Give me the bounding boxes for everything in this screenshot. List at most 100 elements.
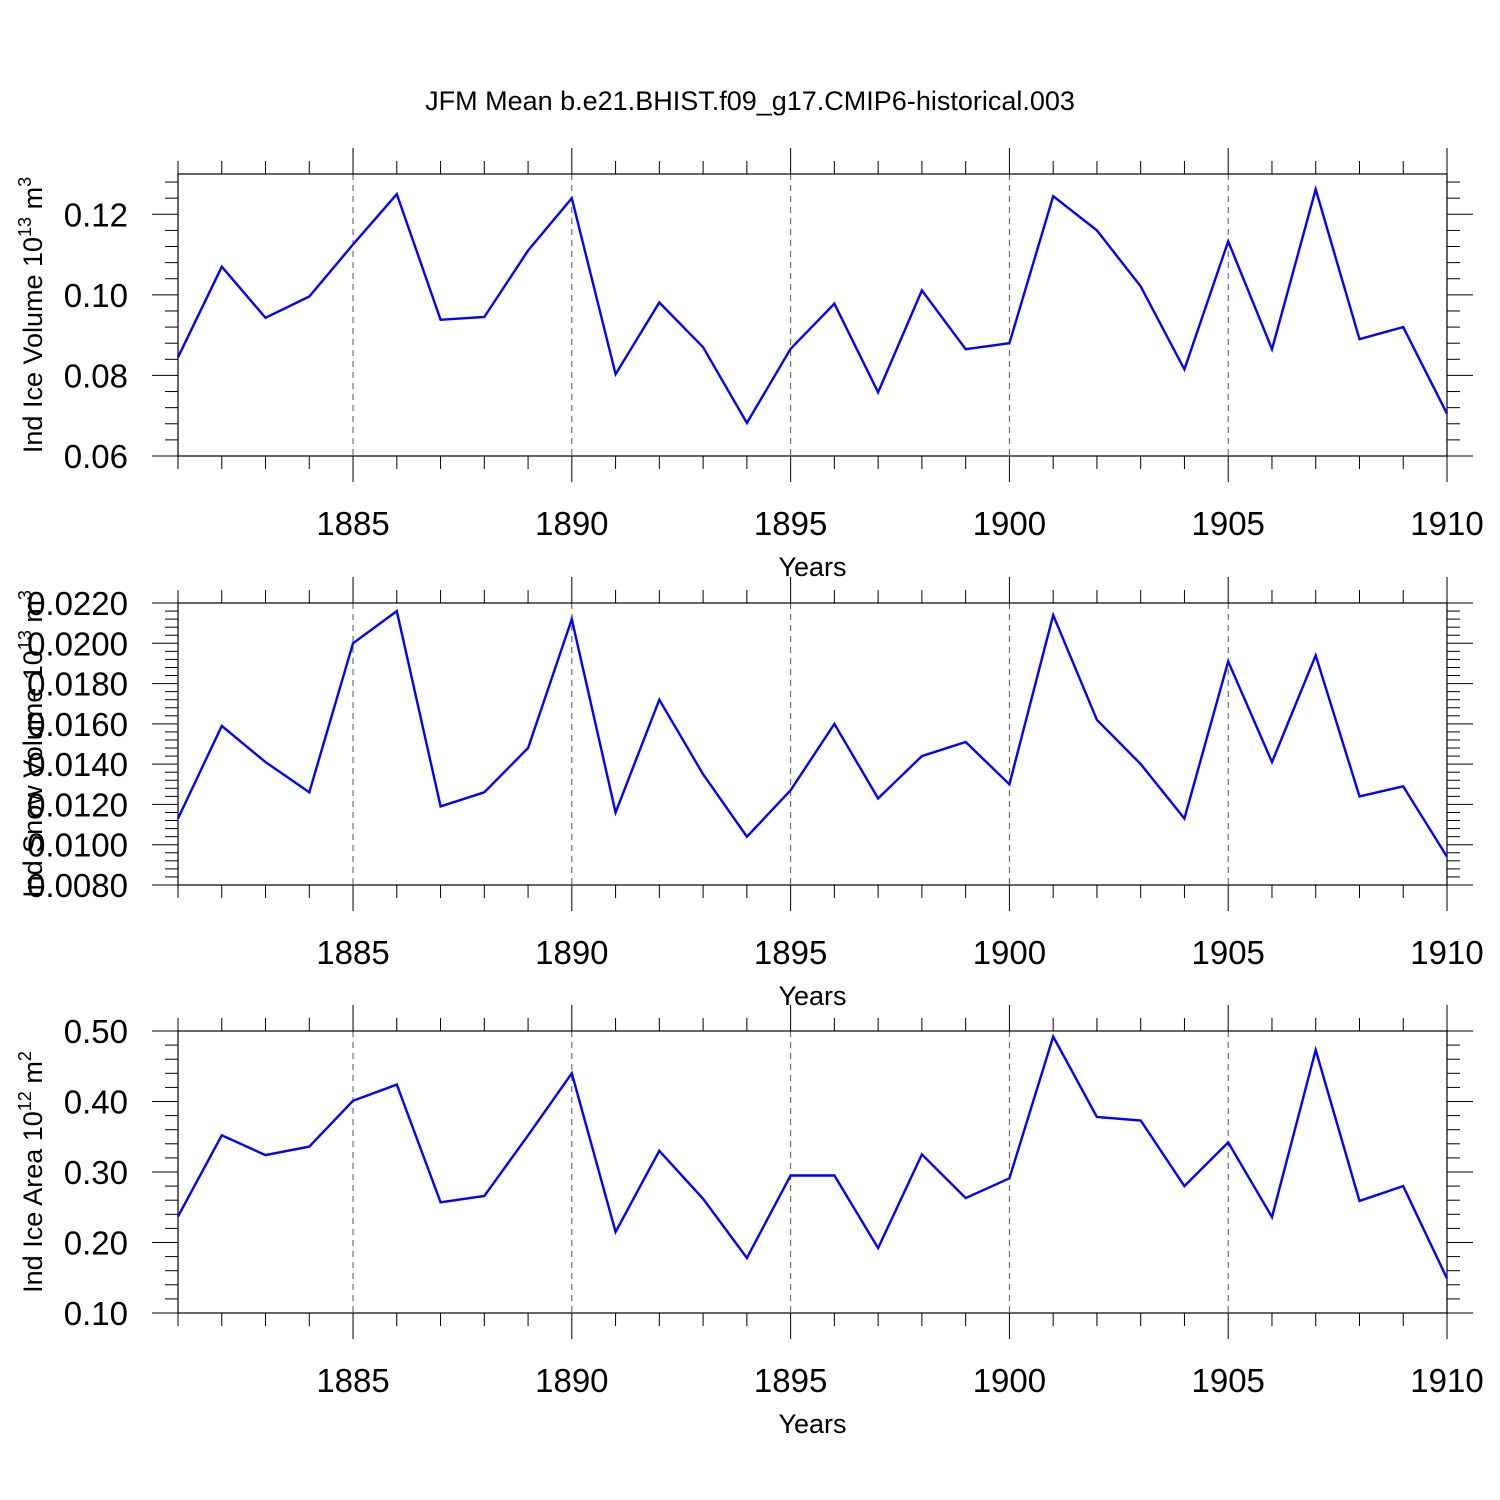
data-point bbox=[307, 790, 311, 794]
data-point bbox=[876, 390, 880, 394]
x-tick-label: 1890 bbox=[535, 505, 608, 542]
data-point bbox=[1270, 760, 1274, 764]
x-tick-label: 1910 bbox=[1410, 1362, 1483, 1399]
data-point bbox=[657, 698, 661, 702]
x-tick-label: 1885 bbox=[316, 505, 389, 542]
data-point bbox=[964, 347, 968, 351]
data-point bbox=[1314, 653, 1318, 657]
x-axis-title: Years bbox=[778, 981, 846, 1011]
y-tick-label: 0.30 bbox=[64, 1154, 128, 1191]
data-point bbox=[832, 722, 836, 726]
data-point bbox=[264, 760, 268, 764]
data-point bbox=[1270, 1215, 1274, 1219]
data-point bbox=[482, 1194, 486, 1198]
data-point bbox=[526, 249, 530, 253]
data-point bbox=[264, 316, 268, 320]
data-point bbox=[920, 1152, 924, 1156]
data-point bbox=[1445, 412, 1449, 416]
data-point bbox=[1182, 1184, 1186, 1188]
data-point bbox=[526, 746, 530, 750]
data-point bbox=[1226, 239, 1230, 243]
data-point bbox=[1007, 782, 1011, 786]
plot-frame bbox=[177, 1030, 1448, 1314]
data-point bbox=[220, 1133, 224, 1137]
y-tick-label: 0.0080 bbox=[27, 867, 128, 904]
series-line bbox=[176, 184, 1449, 426]
y-tick-label: 0.10 bbox=[64, 1295, 128, 1332]
data-point bbox=[789, 1174, 793, 1178]
data-point bbox=[570, 196, 574, 200]
data-point bbox=[1051, 194, 1055, 198]
x-tick-label: 1885 bbox=[316, 1362, 389, 1399]
data-point bbox=[920, 288, 924, 292]
data-point bbox=[964, 1196, 968, 1200]
data-point bbox=[1095, 1115, 1099, 1119]
data-point bbox=[1314, 187, 1318, 191]
data-point bbox=[745, 835, 749, 839]
data-point bbox=[1401, 784, 1405, 788]
data-point bbox=[614, 372, 618, 376]
series-line bbox=[176, 609, 1449, 858]
data-point bbox=[395, 609, 399, 613]
data-point bbox=[570, 617, 574, 621]
plot-frame bbox=[177, 602, 1448, 886]
x-tick-label: 1890 bbox=[535, 934, 608, 971]
data-point bbox=[1357, 337, 1361, 341]
data-point bbox=[832, 1174, 836, 1178]
x-tick-label: 1890 bbox=[535, 1362, 608, 1399]
x-tick-label: 1895 bbox=[754, 934, 827, 971]
data-point bbox=[1051, 613, 1055, 617]
data-point bbox=[657, 1149, 661, 1153]
series-line bbox=[176, 1033, 1449, 1280]
y-tick-label: 0.40 bbox=[64, 1084, 128, 1121]
data-point bbox=[920, 754, 924, 758]
data-point bbox=[307, 1145, 311, 1149]
x-tick-label: 1900 bbox=[973, 1362, 1046, 1399]
data-point bbox=[745, 421, 749, 425]
x-axis-title: Years bbox=[778, 552, 846, 582]
x-tick-label: 1905 bbox=[1191, 505, 1264, 542]
data-point bbox=[789, 347, 793, 351]
y-tick-label: 0.50 bbox=[64, 1013, 128, 1050]
data-point bbox=[876, 1246, 880, 1250]
y-axis-title: Ind Ice Volume 1013 m3 bbox=[15, 177, 48, 453]
data-point bbox=[1226, 659, 1230, 663]
data-point bbox=[614, 810, 618, 814]
chart-title: JFM Mean b.e21.BHIST.f09_g17.CMIP6-histo… bbox=[425, 86, 1075, 116]
plot-frame bbox=[177, 173, 1448, 457]
x-tick-label: 1885 bbox=[316, 934, 389, 971]
y-tick-label: 0.0140 bbox=[27, 746, 128, 783]
data-point bbox=[1182, 817, 1186, 821]
y-tick-label: 0.0180 bbox=[27, 666, 128, 703]
panels: 0.06 0.08 0.10 0.12 1885 1890 1895 1900 1905 1910… bbox=[15, 148, 1484, 1439]
x-tick-label: 1910 bbox=[1410, 934, 1483, 971]
y-tick-label: 0.0220 bbox=[27, 585, 128, 622]
y-axis-title: Ind Ice Area 1012 m2 bbox=[15, 1051, 48, 1293]
data-point bbox=[1139, 1119, 1143, 1123]
data-point bbox=[439, 1200, 443, 1204]
data-point bbox=[395, 192, 399, 196]
y-tick-label: 0.0160 bbox=[27, 706, 128, 743]
data-point bbox=[482, 315, 486, 319]
data-point bbox=[220, 724, 224, 728]
y-tick-label: 0.0120 bbox=[27, 786, 128, 823]
x-axis-title: Years bbox=[778, 1409, 846, 1439]
data-point bbox=[1007, 1176, 1011, 1180]
panel-3: 0.10 0.20 0.30 0.40 0.50 1885 1890 1895 1900 1905… bbox=[15, 1005, 1484, 1439]
data-point bbox=[614, 1230, 618, 1234]
x-tick-label: 1895 bbox=[754, 1362, 827, 1399]
y-tick-label: 0.10 bbox=[64, 277, 128, 314]
data-point bbox=[1357, 1199, 1361, 1203]
data-point bbox=[176, 1214, 180, 1218]
data-point bbox=[876, 796, 880, 800]
data-point bbox=[832, 302, 836, 306]
data-point bbox=[1401, 325, 1405, 329]
data-point bbox=[351, 1099, 355, 1103]
data-point bbox=[1139, 284, 1143, 288]
data-point bbox=[1226, 1140, 1230, 1144]
data-point bbox=[1314, 1048, 1318, 1052]
data-point bbox=[701, 345, 705, 349]
data-point bbox=[657, 301, 661, 305]
data-point bbox=[1007, 341, 1011, 345]
